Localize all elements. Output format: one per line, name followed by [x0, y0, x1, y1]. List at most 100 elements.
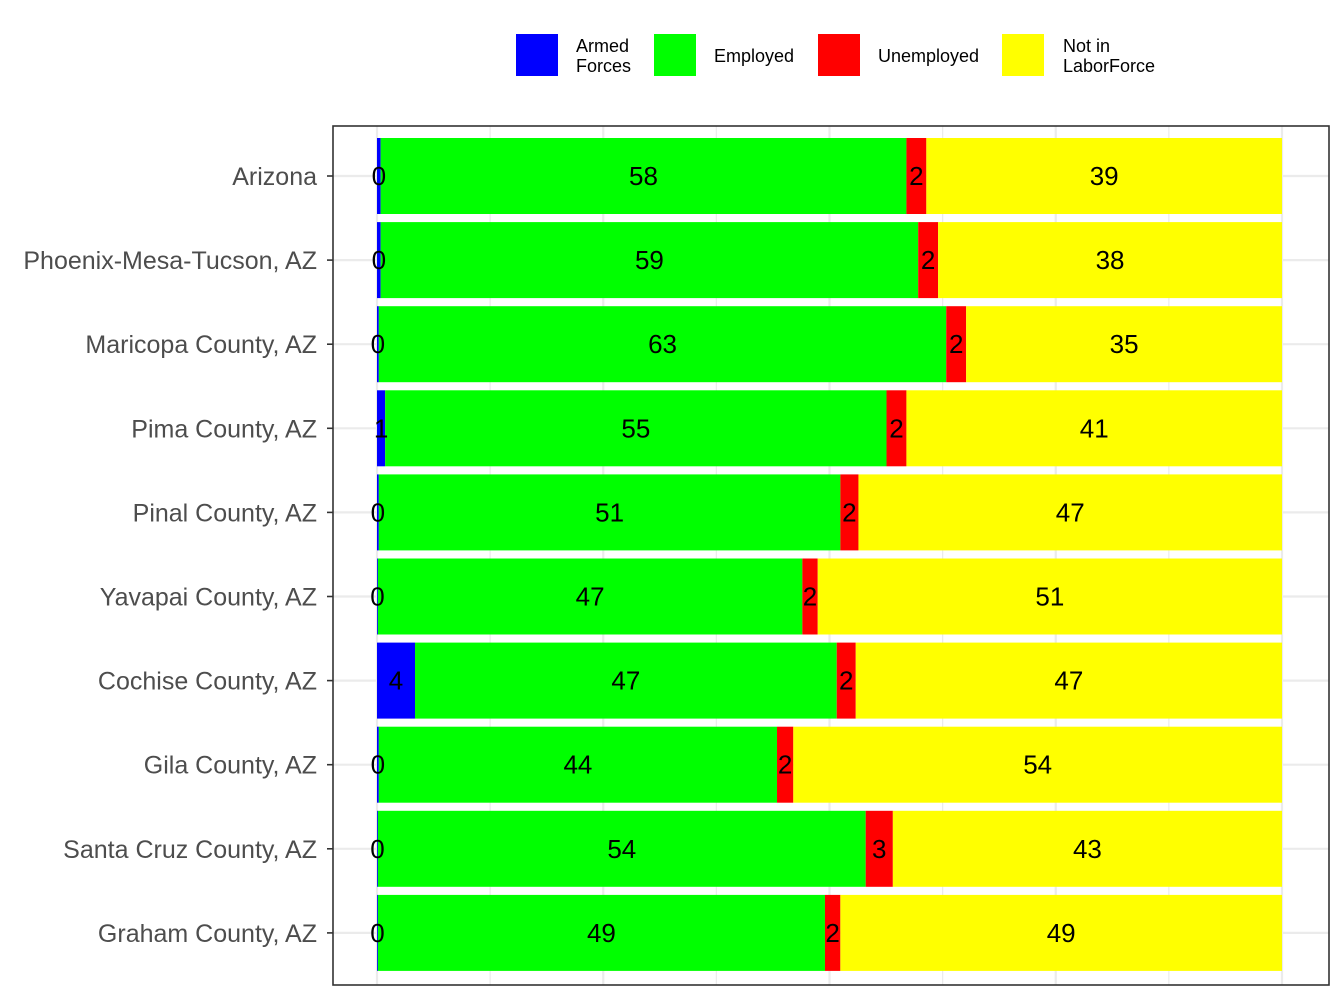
category-label-santa-cruz-county-az: Santa Cruz County, AZ	[63, 836, 317, 864]
bar-label-employed-santa-cruz-county-az: 54	[607, 834, 636, 864]
bar-label-unemployed-arizona: 2	[909, 161, 923, 191]
bar-armed-forces-maricopa-county-az	[377, 306, 379, 383]
bar-label-unemployed-phoenix-mesa-tucson-az: 2	[921, 245, 935, 275]
bar-employed-yavapai-county-az	[377, 558, 803, 635]
bar-unemployed-graham-county-az	[824, 894, 841, 971]
bar-employed-graham-county-az	[377, 894, 825, 971]
bar-label-not-in-laborforce-maricopa-county-az: 35	[1110, 329, 1139, 359]
legend-key-employed	[654, 34, 696, 76]
bar-unemployed-cochise-county-az	[836, 642, 856, 719]
bar-armed-forces-pinal-county-az	[377, 474, 379, 551]
bar-armed-forces-santa-cruz-county-az	[377, 810, 378, 887]
legend-label-employed: Employed	[714, 46, 794, 66]
bar-label-unemployed-yavapai-county-az: 2	[803, 582, 817, 612]
bar-labels: 0 58 2 39 0 59 2 38 0 63 2 35 1 55 2 41 0 51 2 47 0 47 2 51 4 47 2…	[370, 161, 1138, 948]
legend: Armed Forces Employed Unemployed Not in Labor…	[516, 34, 1155, 76]
category-label-cochise-county-az: Cochise County, AZ	[98, 668, 317, 696]
bar-not-in-laborforce-pinal-county-az	[858, 474, 1282, 551]
bar-employed-phoenix-mesa-tucson-az	[380, 222, 919, 299]
bar-label-unemployed-pima-county-az: 2	[889, 413, 903, 443]
bar-employed-arizona	[380, 138, 907, 214]
bar-not-in-laborforce-cochise-county-az	[855, 642, 1282, 719]
bar-label-not-in-laborforce-cochise-county-az: 47	[1054, 666, 1083, 696]
bar-not-in-laborforce-arizona	[926, 138, 1282, 214]
bar-armed-forces-cochise-county-az	[377, 642, 416, 719]
bar-label-unemployed-cochise-county-az: 2	[839, 666, 853, 696]
bar-label-employed-cochise-county-az: 47	[611, 666, 640, 696]
bar-label-not-in-laborforce-arizona: 39	[1090, 161, 1119, 191]
bar-label-not-in-laborforce-graham-county-az: 49	[1047, 918, 1076, 948]
bar-armed-forces-phoenix-mesa-tucson-az	[377, 222, 381, 299]
bar-unemployed-santa-cruz-county-az	[865, 810, 893, 887]
bar-label-armed-forces-maricopa-county-az: 0	[371, 329, 385, 359]
bar-label-armed-forces-graham-county-az: 0	[370, 918, 384, 948]
bar-label-armed-forces-phoenix-mesa-tucson-az: 0	[372, 245, 386, 275]
bar-employed-gila-county-az	[378, 726, 778, 803]
bar-unemployed-phoenix-mesa-tucson-az	[918, 222, 939, 299]
bar-label-employed-maricopa-county-az: 63	[648, 329, 677, 359]
bar-armed-forces-gila-county-az	[377, 726, 379, 803]
bar-label-unemployed-gila-county-az: 2	[778, 750, 792, 780]
bar-label-not-in-laborforce-santa-cruz-county-az: 43	[1073, 834, 1102, 864]
bar-label-employed-graham-county-az: 49	[587, 918, 616, 948]
bar-not-in-laborforce-pima-county-az	[906, 390, 1282, 467]
bar-employed-pinal-county-az	[378, 474, 841, 551]
bar-label-armed-forces-cochise-county-az: 4	[389, 666, 403, 696]
legend-label-armed-forces: Armed Forces	[576, 36, 631, 76]
category-label-graham-county-az: Graham County, AZ	[98, 920, 317, 948]
bar-unemployed-yavapai-county-az	[802, 558, 818, 635]
bar-label-armed-forces-gila-county-az: 0	[371, 750, 385, 780]
category-label-maricopa-county-az: Maricopa County, AZ	[85, 331, 317, 359]
bar-label-unemployed-maricopa-county-az: 2	[949, 329, 963, 359]
bar-not-in-laborforce-graham-county-az	[840, 894, 1282, 971]
category-label-yavapai-county-az: Yavapai County, AZ	[100, 584, 317, 612]
bars	[377, 138, 1282, 971]
bar-not-in-laborforce-santa-cruz-county-az	[892, 810, 1282, 887]
category-label-phoenix-mesa-tucson-az: Phoenix-Mesa-Tucson, AZ	[23, 247, 317, 275]
bar-label-employed-arizona: 58	[629, 161, 658, 191]
category-label-gila-county-az: Gila County, AZ	[144, 752, 317, 780]
category-label-pinal-county-az: Pinal County, AZ	[133, 499, 317, 527]
bar-label-not-in-laborforce-pinal-county-az: 47	[1056, 497, 1085, 527]
bar-armed-forces-graham-county-az	[377, 894, 378, 971]
bar-label-armed-forces-santa-cruz-county-az: 0	[370, 834, 384, 864]
bar-employed-santa-cruz-county-az	[377, 810, 866, 887]
bar-label-armed-forces-pima-county-az: 1	[374, 413, 388, 443]
bar-armed-forces-arizona	[377, 138, 381, 214]
bar-armed-forces-yavapai-county-az	[377, 558, 378, 635]
bar-label-employed-phoenix-mesa-tucson-az: 59	[635, 245, 664, 275]
bar-unemployed-pima-county-az	[886, 390, 907, 467]
y-axis: Arizona Phoenix-Mesa-Tucson, AZ Maricopa C…	[23, 163, 333, 948]
plot-border	[332, 125, 1330, 986]
bar-label-unemployed-graham-county-az: 2	[825, 918, 839, 948]
bar-unemployed-gila-county-az	[777, 726, 794, 803]
category-label-arizona: Arizona	[232, 163, 317, 191]
bar-unemployed-pinal-county-az	[840, 474, 859, 551]
bar-employed-cochise-county-az	[415, 642, 837, 719]
bar-unemployed-maricopa-county-az	[946, 306, 967, 383]
bar-label-employed-gila-county-az: 44	[563, 750, 592, 780]
bar-label-armed-forces-pinal-county-az: 0	[371, 497, 385, 527]
bar-not-in-laborforce-yavapai-county-az	[817, 558, 1282, 635]
bar-label-not-in-laborforce-phoenix-mesa-tucson-az: 38	[1096, 245, 1125, 275]
bar-label-armed-forces-yavapai-county-az: 0	[370, 582, 384, 612]
bar-label-not-in-laborforce-pima-county-az: 41	[1080, 413, 1109, 443]
legend-key-armed-forces	[516, 34, 558, 76]
bar-not-in-laborforce-maricopa-county-az	[966, 306, 1282, 383]
category-label-pima-county-az: Pima County, AZ	[131, 415, 317, 443]
bar-not-in-laborforce-phoenix-mesa-tucson-az	[938, 222, 1282, 299]
legend-key-not-in-laborforce	[1002, 34, 1044, 76]
bar-label-employed-yavapai-county-az: 47	[576, 582, 605, 612]
bar-label-unemployed-santa-cruz-county-az: 3	[872, 834, 886, 864]
bar-employed-pima-county-az	[385, 390, 887, 467]
bar-label-not-in-laborforce-yavapai-county-az: 51	[1035, 582, 1064, 612]
bar-unemployed-arizona	[906, 138, 927, 214]
bar-label-unemployed-pinal-county-az: 2	[842, 497, 856, 527]
bar-label-armed-forces-arizona: 0	[372, 161, 386, 191]
bar-label-not-in-laborforce-gila-county-az: 54	[1023, 750, 1052, 780]
bar-not-in-laborforce-gila-county-az	[793, 726, 1282, 803]
bar-label-employed-pinal-county-az: 51	[595, 497, 624, 527]
legend-label-unemployed: Unemployed	[878, 46, 979, 66]
bar-employed-maricopa-county-az	[378, 306, 947, 383]
